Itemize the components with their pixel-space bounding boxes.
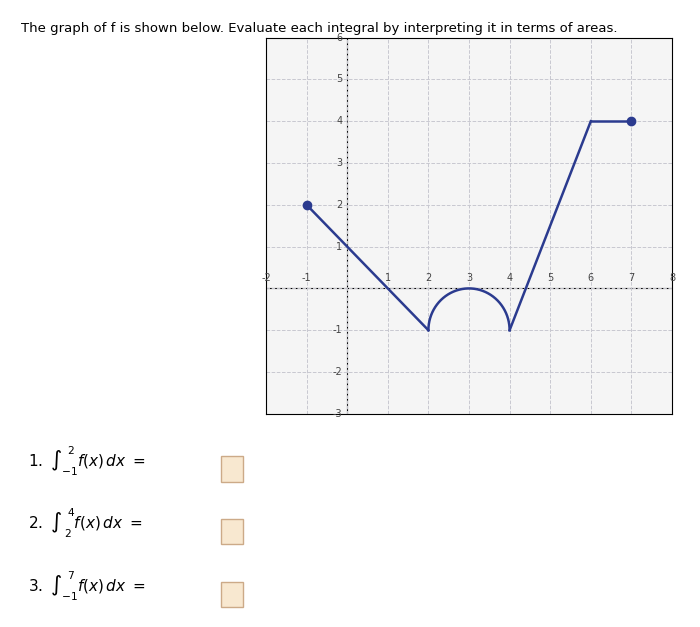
- Text: -2: -2: [261, 273, 271, 283]
- Text: 8: 8: [669, 273, 675, 283]
- Text: 3: 3: [336, 158, 342, 168]
- Text: 4: 4: [336, 116, 342, 126]
- Text: $3.\ \int_{-1}^{\ 7} f(x)\,dx\ =$: $3.\ \int_{-1}^{\ 7} f(x)\,dx\ =$: [28, 569, 146, 603]
- Text: 1: 1: [336, 241, 342, 251]
- Text: The graph of f is shown below. Evaluate each integral by interpreting it in term: The graph of f is shown below. Evaluate …: [21, 22, 617, 35]
- Text: 4: 4: [507, 273, 512, 283]
- Text: 5: 5: [336, 75, 342, 85]
- Text: -2: -2: [332, 367, 342, 377]
- Text: 7: 7: [629, 273, 634, 283]
- Text: -1: -1: [332, 325, 342, 335]
- Text: 2: 2: [336, 200, 342, 210]
- Text: $1.\ \int_{-1}^{\ 2} f(x)\,dx\ =$: $1.\ \int_{-1}^{\ 2} f(x)\,dx\ =$: [28, 444, 146, 478]
- Text: 6: 6: [336, 33, 342, 43]
- Text: 5: 5: [547, 273, 553, 283]
- Text: 6: 6: [588, 273, 594, 283]
- Text: 1: 1: [385, 273, 391, 283]
- Text: 3: 3: [466, 273, 472, 283]
- Text: $2.\ \int_{\ 2}^{\ 4} f(x)\,dx\ =$: $2.\ \int_{\ 2}^{\ 4} f(x)\,dx\ =$: [28, 507, 142, 540]
- Text: -1: -1: [302, 273, 312, 283]
- Text: -3: -3: [332, 409, 342, 419]
- Text: 2: 2: [426, 273, 431, 283]
